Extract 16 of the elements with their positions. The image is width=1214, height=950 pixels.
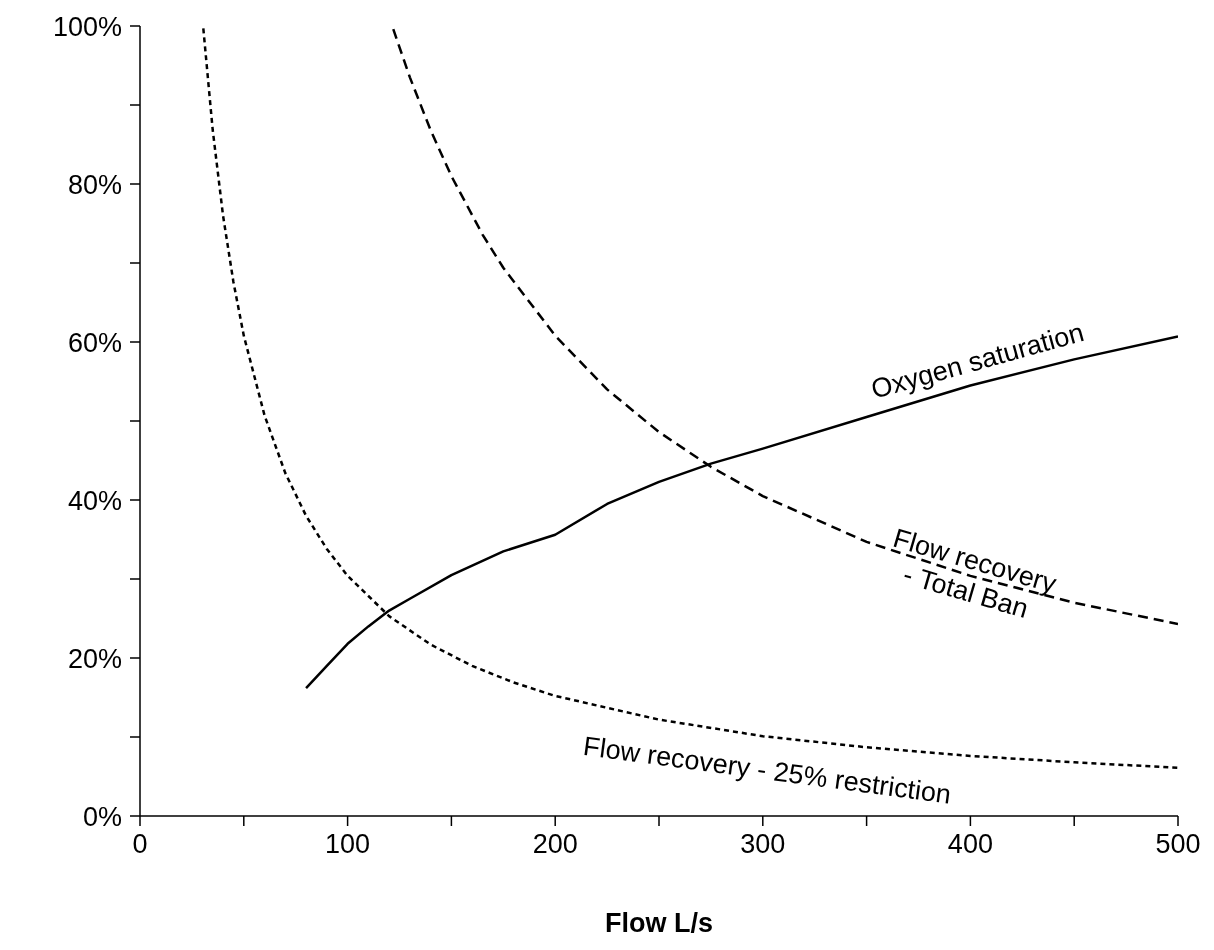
y-tick-label: 60% xyxy=(67,327,122,358)
x-tick-label: 100 xyxy=(325,829,371,860)
x-tick-label: 0 xyxy=(132,829,148,860)
y-tick-label: 0% xyxy=(82,801,122,832)
x-axis-title: Flow L/s xyxy=(605,908,713,938)
y-tick-label: 100% xyxy=(52,11,122,42)
y-tick-label: 20% xyxy=(67,643,122,674)
x-tick-label: 200 xyxy=(532,829,578,860)
text: Flow recovery - 25% restriction xyxy=(581,731,953,810)
text: Flow recovery - Total Ban xyxy=(889,522,1061,625)
y-tick-label: 80% xyxy=(67,169,122,200)
x-tick-label: 300 xyxy=(740,829,786,860)
y-tick-label: 40% xyxy=(67,485,122,516)
x-tick-label: 400 xyxy=(947,829,993,860)
x-tick-label: 500 xyxy=(1155,829,1201,860)
text: Oxygen saturation xyxy=(867,317,1088,405)
